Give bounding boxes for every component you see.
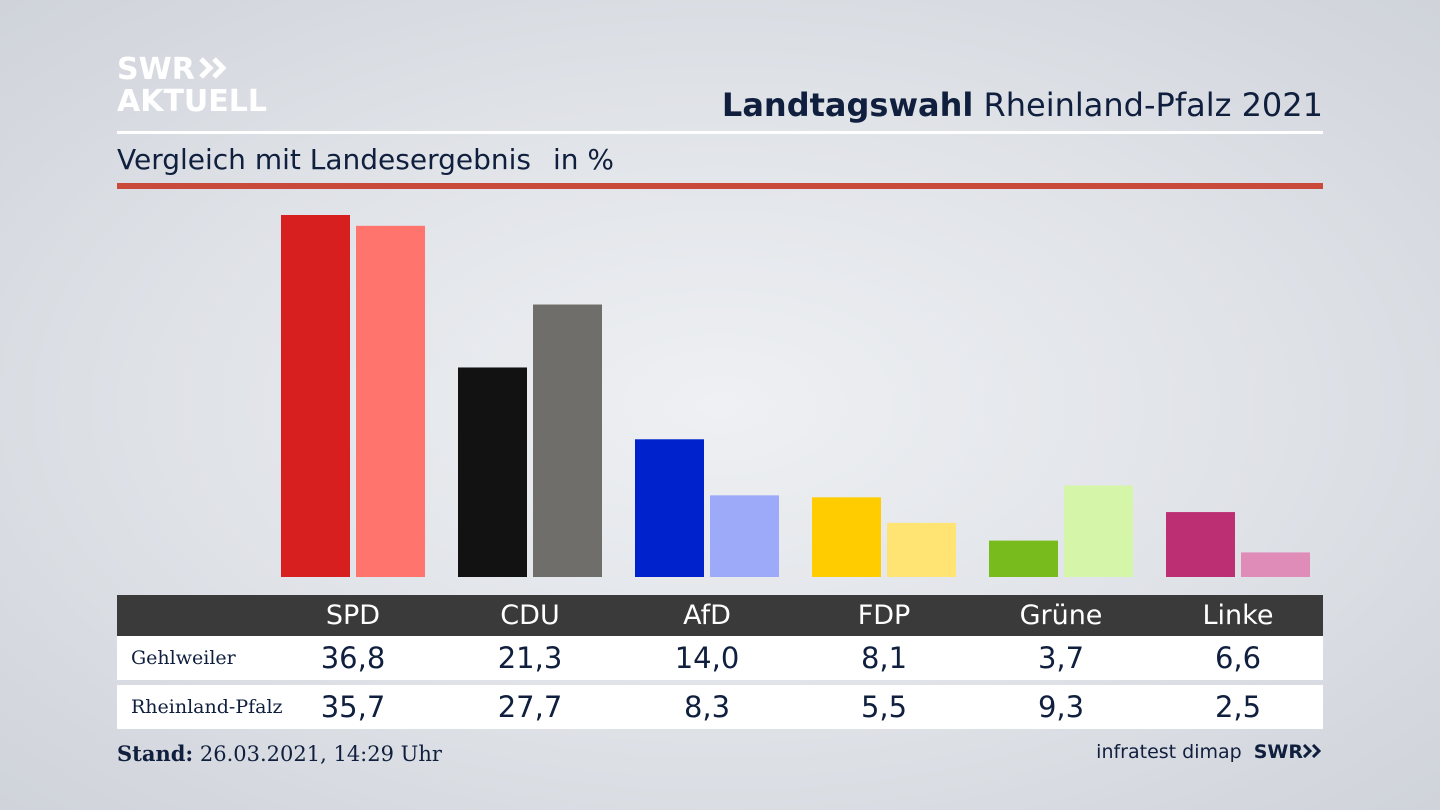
double-chevron-icon [199,54,229,86]
table-cell: 14,0 [674,641,740,675]
bar-gruene-gehlweiler [989,540,1058,577]
results-table: SPD CDU AfD FDP Grüne Linke Gehlweiler 36,8 21… [117,595,1323,729]
page-title: Landtagswahl Rheinland-Pfalz 2021 [722,86,1323,124]
swr-brand: SWR [1254,741,1323,763]
table-cell: 8,1 [860,641,908,675]
bar-linke-gehlweiler [1166,512,1235,577]
bar-gruene-rheinland-pfalz [1064,485,1133,577]
table-cell: 2,5 [1214,690,1262,724]
stand-label: Stand: [117,741,194,766]
stand-value: 26.03.2021, 14:29 Uhr [199,742,442,766]
chart-subtitle: Vergleich mit Landesergebnis in % [117,143,614,176]
logo-text-swr: SWR [117,52,195,87]
table-header: SPD CDU AfD FDP Grüne Linke [117,595,1323,636]
table-row-rheinland-pfalz: Rheinland-Pfalz 35,7 27,7 8,3 5,5 9,3 2,5 [117,685,1323,729]
title-divider [117,131,1323,134]
bar-fdp-rheinland-pfalz [887,522,956,577]
table-cell: 6,6 [1214,641,1262,675]
table-cell: 21,3 [497,641,563,675]
title-bold: Landtagswahl [721,86,974,124]
bar-spd-rheinland-pfalz [356,225,425,577]
row-label: Rheinland-Pfalz [131,696,283,718]
column-header-linke: Linke [1202,600,1274,631]
table-cell: 8,3 [683,690,731,724]
bar-fdp-gehlweiler [812,497,881,577]
table-row-gehlweiler: Gehlweiler 36,8 21,3 14,0 8,1 3,7 6,6 [117,636,1323,680]
bar-afd-rheinland-pfalz [710,495,779,577]
table-cell: 5,5 [860,690,908,724]
column-header-spd: SPD [325,600,381,631]
column-header-afd: AfD [683,600,731,631]
title-rest: Rheinland-Pfalz 2021 [983,86,1323,124]
subtitle-text: Vergleich mit Landesergebnis [117,143,531,176]
swr-brand-text: SWR [1253,741,1303,763]
column-header-fdp: FDP [857,600,911,631]
bar-cdu-rheinland-pfalz [533,304,602,577]
logo-text-aktuell: AKTUELL [117,84,268,119]
table-cell: 36,8 [320,641,386,675]
timestamp: Stand: 26.03.2021, 14:29 Uhr [117,741,442,766]
swr-aktuell-logo: SWR AKTUELL [117,54,267,118]
table-cell: 27,7 [497,690,563,724]
accent-rule [117,183,1323,189]
subtitle-unit: in % [552,143,615,176]
bar-afd-gehlweiler [635,439,704,577]
bar-linke-rheinland-pfalz [1241,552,1310,577]
row-label: Gehlweiler [131,647,236,669]
source-credit: infratest dimap SWR [1096,741,1323,763]
double-chevron-icon [1302,741,1323,763]
table-cell: 35,7 [320,690,386,724]
source-text: infratest dimap [1096,741,1242,763]
bar-cdu-gehlweiler [458,367,527,577]
table-cell: 3,7 [1037,641,1085,675]
table-cell: 9,3 [1037,690,1085,724]
column-header-cdu: CDU [500,600,560,631]
bar-spd-gehlweiler [281,215,350,577]
column-header-gruene: Grüne [1019,600,1103,631]
